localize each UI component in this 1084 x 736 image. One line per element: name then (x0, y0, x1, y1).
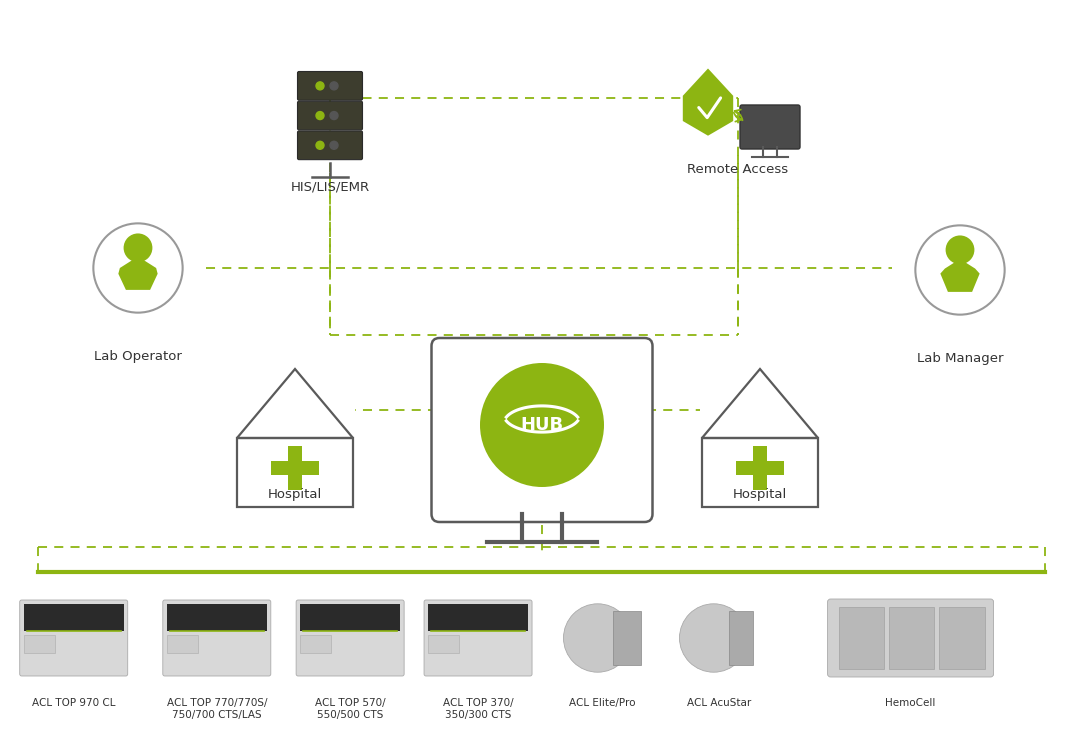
Bar (24, 635, 55, 654)
Text: Hospital: Hospital (733, 488, 787, 501)
FancyBboxPatch shape (297, 71, 362, 100)
Bar (300, 604, 400, 631)
Circle shape (330, 82, 338, 90)
Text: ACL TOP 770/770S/
750/700 CTS/LAS: ACL TOP 770/770S/ 750/700 CTS/LAS (167, 698, 267, 720)
Bar (728, 612, 753, 665)
Circle shape (317, 112, 324, 119)
Circle shape (564, 604, 632, 672)
Text: ACL TOP 970 CL: ACL TOP 970 CL (31, 698, 116, 708)
Circle shape (330, 141, 338, 149)
Text: ACL Elite/Pro: ACL Elite/Pro (569, 698, 636, 708)
Bar (702, 438, 818, 507)
Text: Remote Access: Remote Access (687, 163, 788, 176)
Text: ACL AcuStar: ACL AcuStar (686, 698, 751, 708)
FancyBboxPatch shape (296, 600, 404, 676)
Bar (300, 635, 332, 654)
Bar (271, 461, 319, 475)
Bar (889, 607, 934, 669)
Text: HemoCell: HemoCell (886, 698, 935, 708)
Bar (612, 612, 641, 665)
Polygon shape (683, 68, 733, 135)
Text: HIS/LIS/EMR: HIS/LIS/EMR (291, 180, 370, 193)
Text: Lab Operator: Lab Operator (94, 350, 182, 363)
FancyBboxPatch shape (163, 600, 271, 676)
Bar (428, 635, 460, 654)
Bar (167, 635, 198, 654)
FancyBboxPatch shape (424, 600, 532, 676)
Text: Hospital: Hospital (268, 488, 322, 501)
Bar (167, 604, 267, 631)
Polygon shape (118, 259, 157, 290)
Bar (237, 438, 353, 507)
FancyBboxPatch shape (297, 102, 362, 130)
FancyBboxPatch shape (20, 600, 128, 676)
FancyBboxPatch shape (297, 131, 362, 160)
Circle shape (945, 236, 975, 264)
Circle shape (317, 141, 324, 149)
FancyBboxPatch shape (740, 105, 800, 149)
Bar (753, 446, 767, 490)
Text: HUB: HUB (520, 416, 564, 434)
Bar (428, 604, 528, 631)
Circle shape (317, 82, 324, 90)
FancyBboxPatch shape (827, 599, 994, 677)
Bar (939, 607, 984, 669)
Circle shape (330, 112, 338, 119)
Circle shape (480, 363, 604, 487)
Bar (736, 461, 784, 475)
Bar (839, 607, 883, 669)
Text: ACL TOP 570/
550/500 CTS: ACL TOP 570/ 550/500 CTS (314, 698, 386, 720)
Text: Lab Manager: Lab Manager (917, 352, 1004, 365)
Polygon shape (940, 263, 980, 292)
Circle shape (680, 604, 748, 672)
Bar (288, 446, 302, 490)
Circle shape (124, 233, 153, 262)
Bar (24, 604, 124, 631)
Text: ACL TOP 370/
350/300 CTS: ACL TOP 370/ 350/300 CTS (442, 698, 514, 720)
FancyBboxPatch shape (431, 338, 653, 522)
